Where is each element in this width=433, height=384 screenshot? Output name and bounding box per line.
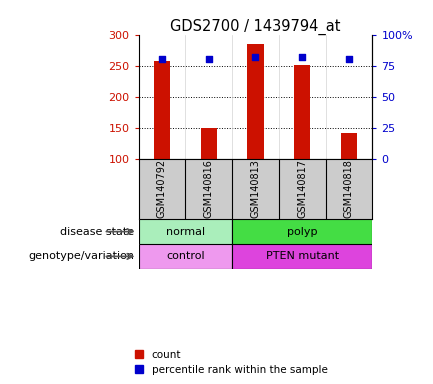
- Bar: [247, 45, 264, 159]
- Point: [252, 54, 259, 60]
- Bar: [139, 219, 232, 244]
- Point: [299, 54, 306, 60]
- Text: normal: normal: [166, 227, 205, 237]
- Text: disease state: disease state: [60, 227, 134, 237]
- Point: [346, 56, 352, 63]
- Bar: [154, 61, 170, 159]
- Title: GDS2700 / 1439794_at: GDS2700 / 1439794_at: [170, 18, 341, 35]
- Bar: [232, 244, 372, 269]
- Bar: [232, 219, 372, 244]
- Text: PTEN mutant: PTEN mutant: [266, 252, 339, 262]
- Bar: [200, 127, 217, 159]
- Text: GSM140818: GSM140818: [344, 159, 354, 218]
- Bar: [294, 65, 310, 159]
- Text: GSM140792: GSM140792: [157, 159, 167, 218]
- Text: GSM140816: GSM140816: [204, 159, 214, 218]
- Text: GSM140817: GSM140817: [297, 159, 307, 218]
- Text: GSM140813: GSM140813: [250, 159, 261, 218]
- Point: [205, 56, 212, 63]
- Bar: [341, 133, 357, 159]
- Text: control: control: [166, 252, 205, 262]
- Text: polyp: polyp: [287, 227, 317, 237]
- Legend: count, percentile rank within the sample: count, percentile rank within the sample: [135, 350, 328, 375]
- Bar: [139, 244, 232, 269]
- Point: [158, 56, 165, 63]
- Text: genotype/variation: genotype/variation: [28, 252, 134, 262]
